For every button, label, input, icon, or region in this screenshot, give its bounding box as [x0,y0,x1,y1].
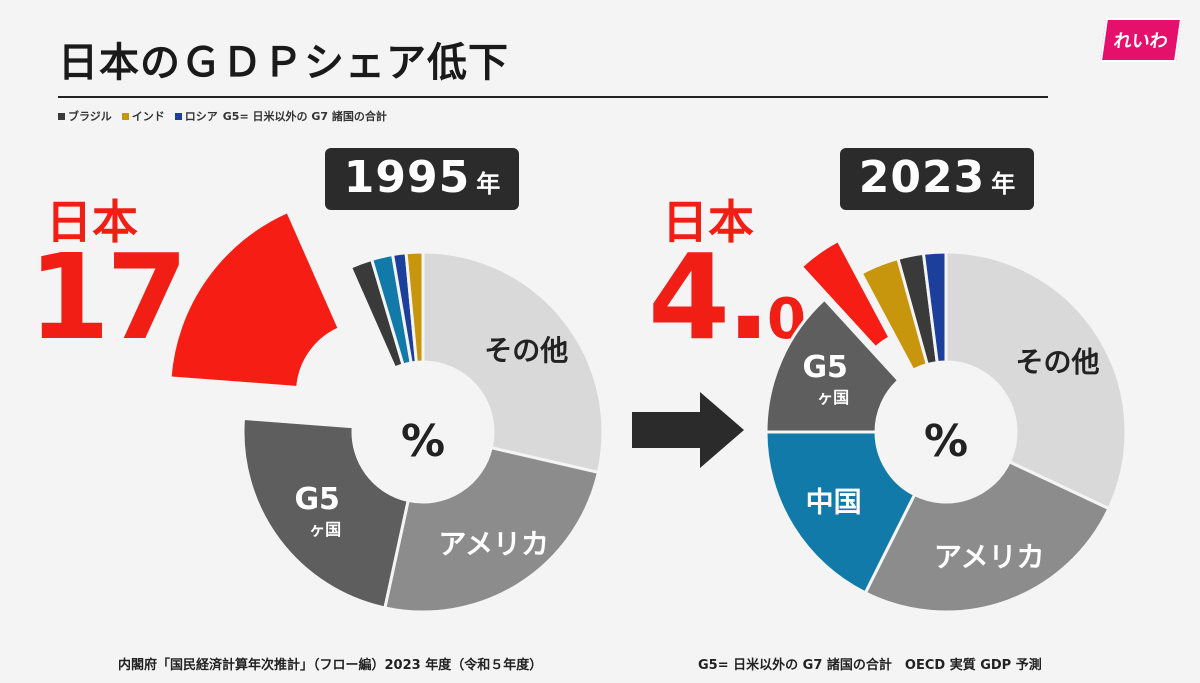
legend-swatch-icon [58,112,65,120]
pie-slice-G5 [764,297,901,434]
year-badge-1995: 1995 年 [325,148,519,210]
page-title: 日本のＧＤＰシェア低下 [58,40,509,86]
pie-slice-日本 [799,238,892,350]
center-percent-1995: % [401,416,445,467]
pie-slice-中国 [764,430,917,595]
center-percent-2023: % [924,416,968,467]
slice-label: 中国 [806,485,862,518]
legend-item-russia: ロシア G5= 日米以外の G7 諸国の合計 [174,108,387,124]
pie-slice-アメリカ [863,459,1111,614]
pie-slice-ロシア [921,250,948,365]
slice-sublabel: ヶ国 [309,520,341,539]
slice-label: G5 [802,350,848,385]
japan-label-2023: 日本 [662,195,754,249]
right-arrow-icon [632,392,744,468]
legend-item-india: インド [121,108,165,124]
pie-slice-segment-7 [404,250,425,364]
pie-slice-その他 [421,250,605,475]
pie-slice-アメリカ [383,445,601,614]
legend-swatch-icon [121,112,129,120]
slice-label: G5 [294,482,340,517]
slice-sublabel: ヶ国 [817,388,849,407]
slice-label: アメリカ [438,527,549,560]
pie-slice-日本 [168,209,342,390]
title-divider [58,96,1048,98]
legend: ブラジル インド ロシア G5= 日米以外の G7 諸国の合計 [58,108,387,124]
pie-slice-G5 [241,416,410,610]
footer-note: G5= 日米以外の G7 諸国の合計 OECD 実質 GDP 予測 [698,658,1042,673]
slice-label: その他 [484,334,568,367]
footer-source: 内閣府「国民経済計算年次推計」（フロー編）2023 年度（令和５年度） [118,658,543,673]
legend-item-brazil: ブラジル [58,108,112,124]
legend-swatch-icon [174,112,182,120]
slice-label: その他 [1015,345,1099,378]
slice-label: アメリカ [934,541,1045,574]
year-badge-2023: 2023 年 [840,148,1034,210]
japan-label-1995: 日本 [46,195,138,249]
pie-slice-その他 [944,250,1128,511]
legend-g5-note: G5= 日米以外の G7 諸国の合計 [222,110,387,123]
